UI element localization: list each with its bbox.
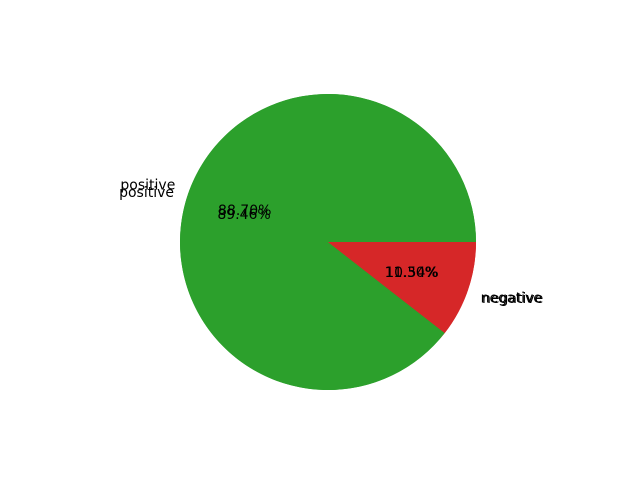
pie-category-label: positive [120,177,175,193]
pie-category-label: negative [482,291,543,307]
pie-percent-label: 10.54% [385,265,438,281]
pie-percent-label: 89.46% [217,207,270,223]
pie-category-label: negative [481,291,542,307]
pie-percent-label: 88.70% [218,203,271,219]
pie-category-label: positive [119,185,174,201]
pie-wedge-negative [328,242,476,334]
pie-wedges [179,93,477,391]
pie-percent-label: 11.30% [385,265,438,281]
pie-labels: positive 88.70% negative 11.30% positive 89.4… [119,177,543,307]
